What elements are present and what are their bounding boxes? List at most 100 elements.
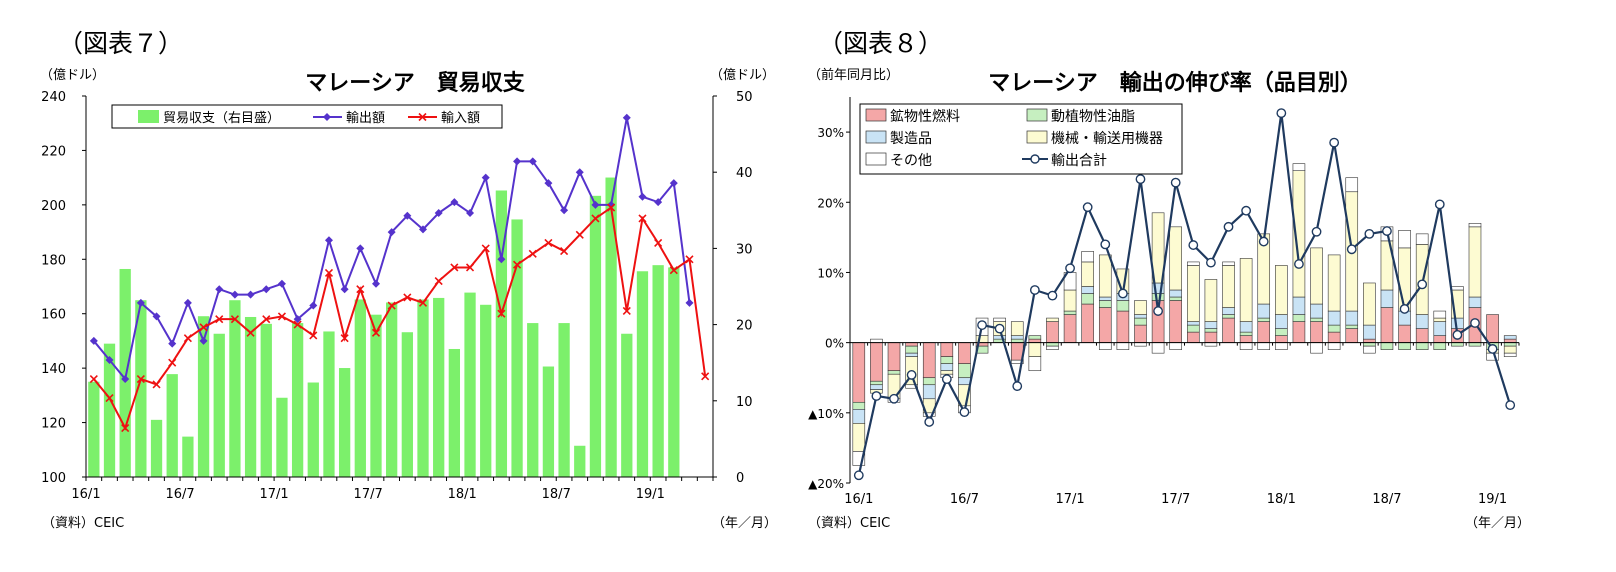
marker-export-total — [871, 391, 882, 401]
bar-machinery — [1239, 258, 1253, 322]
bar-animal-veg-oil — [1433, 342, 1447, 350]
marker-exports — [654, 198, 663, 207]
bar-trade-balance — [621, 333, 633, 477]
bar-other — [1468, 223, 1482, 228]
bar-other — [1098, 342, 1112, 350]
bar-other — [1151, 342, 1165, 354]
marker-exports — [230, 290, 239, 299]
bar-trade-balance — [323, 331, 335, 477]
bar-other — [1257, 342, 1271, 350]
bar-manufactured — [1345, 310, 1359, 326]
y-tick-label: ▲10% — [808, 407, 844, 421]
x-tick-label: 19/1 — [1478, 492, 1507, 507]
bar-mineral-fuel — [1503, 338, 1517, 343]
marker-exports — [434, 209, 443, 218]
bar-mineral-fuel — [1098, 307, 1112, 343]
bar-machinery — [1098, 254, 1112, 298]
bar-manufactured — [1204, 321, 1218, 329]
bar-manufactured — [1363, 324, 1376, 340]
bar-mineral-fuel — [1134, 324, 1147, 343]
bar-trade-balance — [511, 219, 523, 477]
marker-exports — [324, 236, 333, 245]
bar-manufactured — [1257, 303, 1271, 319]
marker-export-total — [1029, 285, 1040, 295]
bar-trade-balance — [433, 297, 445, 477]
marker-export-total — [1276, 108, 1287, 119]
bar-manufactured — [1380, 289, 1394, 308]
bar-trade-balance — [589, 195, 602, 477]
legend: 貿易収支（右目盛） 輸出額 輸入額 — [111, 104, 503, 129]
bar-machinery — [1503, 345, 1517, 354]
bar-manufactured — [1134, 314, 1147, 319]
bar-animal-veg-oil — [1398, 342, 1411, 350]
bar-animal-veg-oil — [940, 356, 954, 364]
x-tick-label: 17/1 — [1055, 492, 1084, 507]
marker-exports — [560, 206, 569, 215]
bar-mineral-fuel — [940, 342, 954, 357]
marker-imports — [591, 214, 600, 223]
bar-mineral-fuel — [958, 342, 971, 364]
marker-exports — [246, 290, 255, 299]
bar-other — [1010, 359, 1024, 364]
marker-exports — [168, 339, 177, 348]
y-tick-label-left: 200 — [41, 199, 66, 214]
bar-other — [1134, 342, 1147, 347]
x-tick-label: 18/1 — [1267, 492, 1296, 507]
marker-export-total — [906, 370, 917, 380]
bar-other — [1345, 177, 1359, 193]
marker-exports — [685, 298, 694, 307]
marker-imports — [512, 260, 522, 269]
bar-other — [852, 451, 866, 466]
marker-imports — [418, 298, 428, 307]
marker-exports — [528, 157, 537, 166]
bar-animal-veg-oil — [1151, 293, 1165, 301]
y-tick-label-left: 240 — [41, 90, 66, 105]
bar-trade-balance — [197, 316, 210, 477]
bar-machinery — [1151, 212, 1165, 284]
bar-trade-balance — [464, 292, 476, 477]
bar-machinery — [1468, 226, 1482, 298]
x-tick-label: 18/1 — [448, 487, 477, 502]
bar-trade-balance — [354, 299, 366, 477]
marker-exports — [638, 192, 647, 201]
y-tick-label-left: 120 — [41, 417, 66, 432]
marker-export-total — [1329, 137, 1340, 148]
legend-mineral-fuel-swatch — [865, 108, 887, 122]
chart-export-growth: （図表８） マレーシア 輸出の伸び率（品目別） （前年同月比） （資料）CEIC （年／… — [808, 29, 1530, 531]
bar-mineral-fuel — [1187, 331, 1200, 343]
marker-export-total — [853, 470, 864, 481]
marker-imports — [277, 312, 287, 321]
bar-animal-veg-oil — [1063, 310, 1077, 315]
marker-export-total — [1399, 304, 1410, 314]
bar-animal-veg-oil — [1345, 324, 1359, 329]
marker-imports — [465, 263, 475, 272]
bar-manufactured — [870, 384, 883, 390]
y-axis-unit-right: （億ドル） — [710, 67, 775, 83]
bar-other — [1415, 233, 1429, 245]
x-tick-label: 16/1 — [844, 492, 873, 507]
y-axis-unit: （前年同月比） — [808, 67, 899, 83]
bar-other — [1275, 342, 1288, 350]
marker-export-total — [1170, 177, 1181, 188]
marker-imports — [450, 263, 459, 272]
marker-exports — [622, 113, 631, 122]
bar-other — [1187, 261, 1200, 266]
legend-label-exports: 輸出額 — [346, 111, 385, 126]
marker-export-total — [1364, 228, 1375, 239]
marker-exports — [199, 336, 208, 345]
bar-trade-balance — [636, 271, 649, 477]
bar-animal-veg-oil — [1239, 331, 1253, 336]
marker-imports — [528, 249, 537, 258]
marker-imports — [89, 374, 98, 384]
marker-exports — [403, 211, 412, 220]
bar-trade-balance — [527, 323, 539, 477]
bar-other — [1222, 261, 1235, 266]
legend-mineral-fuel-label: 鉱物性燃料 — [890, 108, 960, 125]
bar-mineral-fuel — [1398, 324, 1411, 343]
bar-mineral-fuel — [1363, 338, 1376, 343]
bar-manufactured — [1433, 321, 1447, 336]
bar-machinery — [1222, 265, 1235, 308]
bar-trade-balance — [182, 436, 194, 477]
marker-imports — [246, 328, 255, 337]
legend-label-imports: 輸入額 — [441, 111, 480, 126]
